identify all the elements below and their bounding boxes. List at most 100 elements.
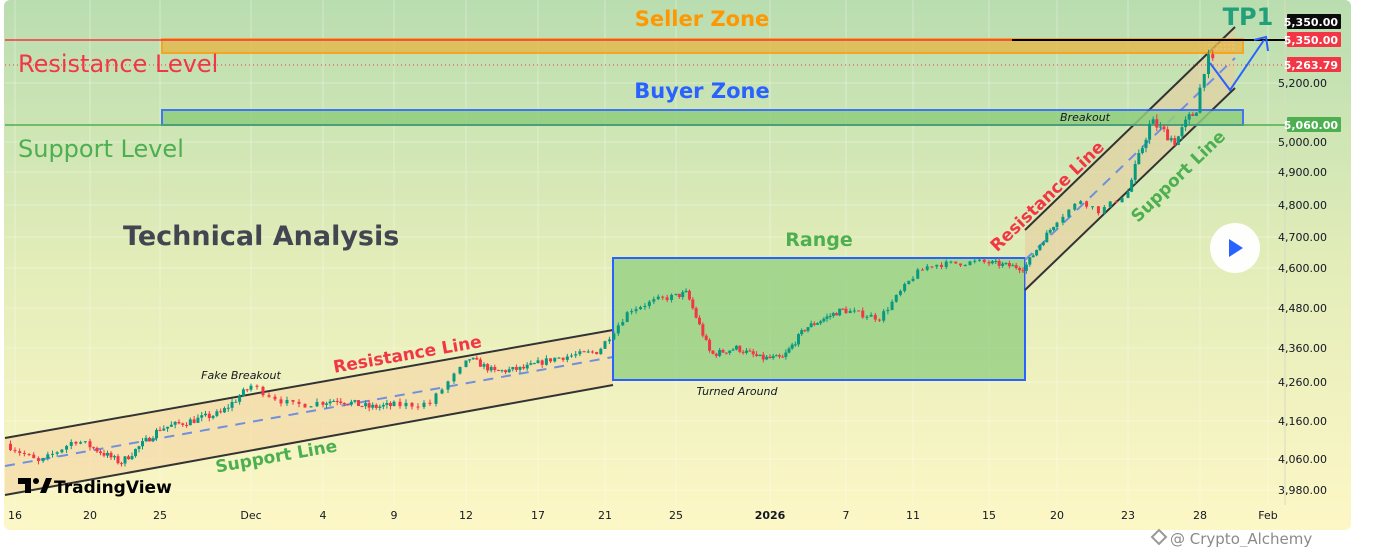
candle xyxy=(162,425,166,431)
time-tick-label: 20 xyxy=(1050,509,1064,522)
candle xyxy=(647,300,651,309)
buyer-zone-label: Buyer Zone xyxy=(634,79,769,103)
projection-arrow[interactable] xyxy=(1209,39,1265,92)
candle xyxy=(27,453,31,457)
price-tick-label: 4,900.00 xyxy=(1278,166,1327,179)
candle xyxy=(41,457,45,463)
candle xyxy=(994,258,998,264)
candle xyxy=(181,422,185,427)
price-tick-label: 4,600.00 xyxy=(1278,262,1327,275)
svg-text:5,350.00: 5,350.00 xyxy=(1284,34,1339,47)
tradingview-logo-icon xyxy=(18,478,31,493)
candle xyxy=(486,363,490,373)
replay-play-button[interactable] xyxy=(1210,223,1260,273)
arrow-head-icon xyxy=(1253,35,1269,52)
candle xyxy=(1120,197,1124,203)
watermark-text: @ Crypto_Alchemy xyxy=(1170,530,1312,547)
candle xyxy=(921,267,924,271)
candle xyxy=(504,369,508,375)
candle xyxy=(1001,261,1005,268)
candle xyxy=(954,261,958,264)
candle xyxy=(935,264,939,270)
candle xyxy=(784,349,788,360)
candle xyxy=(371,402,375,410)
range-box[interactable] xyxy=(612,257,1026,381)
candle xyxy=(751,348,755,358)
candle xyxy=(285,396,289,406)
candle xyxy=(1130,177,1134,193)
time-tick-label: 4 xyxy=(320,509,327,522)
candle xyxy=(761,351,765,363)
lower-channel-support-line[interactable] xyxy=(4,384,614,496)
candle xyxy=(46,451,50,461)
candle xyxy=(158,426,162,432)
candle xyxy=(959,263,962,267)
upper-channel-resistance-line[interactable] xyxy=(1024,26,1236,231)
candle xyxy=(809,320,813,328)
candle xyxy=(728,350,732,356)
candle xyxy=(1108,201,1112,208)
seller-zone-hatch xyxy=(1205,41,1235,51)
svg-text:5,350.00: 5,350.00 xyxy=(1284,16,1339,29)
candle xyxy=(553,357,557,363)
candle xyxy=(279,396,283,407)
candle xyxy=(890,299,894,311)
candle xyxy=(416,403,420,411)
candle xyxy=(1176,135,1180,146)
candle xyxy=(13,447,17,454)
candle xyxy=(496,369,500,371)
last-price-tag: 5,263.79 xyxy=(1284,57,1341,72)
candle xyxy=(1144,137,1148,153)
svg-text:5,060.00: 5,060.00 xyxy=(1284,119,1339,132)
price-axis[interactable]: 5,200.00 5,000.00 4,900.00 4,800.00 4,700.00… xyxy=(1278,77,1327,497)
price-tick-label: 4,480.00 xyxy=(1278,302,1327,315)
candle xyxy=(514,364,518,373)
candle xyxy=(360,405,364,408)
time-tick-label: 12 xyxy=(459,509,473,522)
candle xyxy=(398,398,402,409)
candle xyxy=(1184,116,1188,132)
resistance-level-label: Resistance Level xyxy=(18,50,218,78)
candle xyxy=(219,408,223,414)
seller-zone-label: Seller Zone xyxy=(635,7,770,31)
time-tick-label: 25 xyxy=(669,509,683,522)
candle xyxy=(869,312,873,317)
candle xyxy=(812,321,816,327)
time-tick-label: 11 xyxy=(906,509,920,522)
price-tick-label: 5,000.00 xyxy=(1278,136,1327,149)
candle xyxy=(261,385,265,398)
candle xyxy=(55,451,59,457)
candle xyxy=(51,450,54,458)
candle xyxy=(1031,253,1035,258)
candle xyxy=(930,266,934,269)
candle xyxy=(848,308,852,314)
candle xyxy=(1041,241,1045,247)
candle xyxy=(639,305,642,311)
candle xyxy=(758,354,762,357)
candle xyxy=(1018,266,1022,274)
price-tick-label: 4,360.00 xyxy=(1278,342,1327,355)
candle xyxy=(1091,206,1094,210)
candle xyxy=(291,399,295,405)
candle xyxy=(661,295,665,301)
support-price-tag: 5,060.00 xyxy=(1284,117,1341,132)
candle xyxy=(621,318,625,326)
lower-channel-resistance-line[interactable] xyxy=(4,329,614,439)
price-tick-label: 4,060.00 xyxy=(1278,453,1327,466)
candle xyxy=(721,348,725,353)
time-axis[interactable]: 16 20 25 Dec 4 9 12 17 21 25 2026 7 11 15 20 23 28 Feb xyxy=(8,509,1278,522)
candle xyxy=(612,330,616,341)
candle xyxy=(215,409,219,418)
seller-zone-box[interactable] xyxy=(161,38,1244,54)
candle xyxy=(378,404,382,411)
candle xyxy=(116,454,120,465)
candle xyxy=(684,288,688,293)
candle xyxy=(155,428,158,441)
candle xyxy=(816,322,819,326)
play-icon xyxy=(1229,239,1243,257)
candle xyxy=(328,398,332,407)
candle xyxy=(434,392,438,407)
time-tick-label: 7 xyxy=(843,509,850,522)
candle xyxy=(507,366,511,373)
